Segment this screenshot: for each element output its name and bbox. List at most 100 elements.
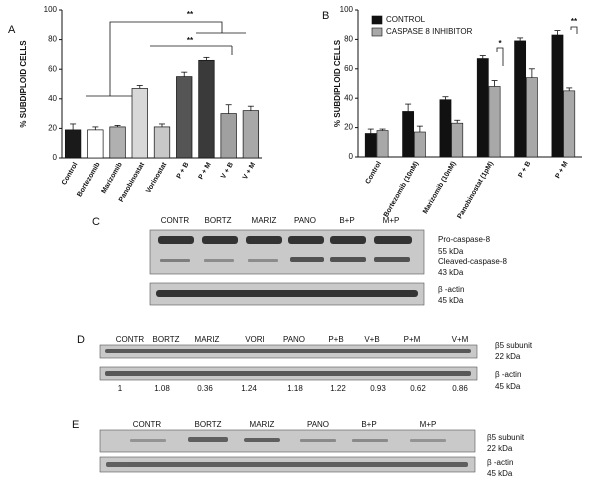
bar <box>64 129 82 159</box>
brackets <box>86 21 578 97</box>
lane-label: MARIZ <box>195 335 220 344</box>
x-tick-label: Panobinostat (1pM) <box>456 160 495 220</box>
bar <box>514 40 527 158</box>
lane-label: VORI <box>245 335 265 344</box>
lane-label: V+B <box>364 335 379 344</box>
ratio-label: 0.93 <box>370 384 386 393</box>
row-label: 45 kDa <box>495 382 521 391</box>
x-tick-label: P + B <box>517 160 532 179</box>
ratio-label: 0.62 <box>410 384 426 393</box>
lane-label: CONTR <box>161 216 190 225</box>
row-label: 43 kDa <box>438 268 464 277</box>
lane-label: MARIZ <box>250 420 275 429</box>
bar <box>488 86 501 158</box>
row-label: β -actin <box>495 370 521 379</box>
row-label: Cleaved-caspase-8 <box>438 257 507 266</box>
lane-label: PANO <box>283 335 305 344</box>
annotation: * <box>498 39 502 48</box>
lane-label: M+P <box>383 216 400 225</box>
row-label: 22 kDa <box>487 444 513 453</box>
y-tick-label: 20 <box>344 123 353 132</box>
annotation: ** <box>571 17 578 26</box>
x-tick-label: Vorinostat <box>145 161 168 195</box>
row-label: 22 kDa <box>495 352 521 361</box>
bracket <box>109 21 223 96</box>
panel-label: E <box>72 419 79 431</box>
bar <box>551 34 564 158</box>
x-tick-label: Marizomib (10nM) <box>422 160 458 215</box>
ratio-label: 1.24 <box>241 384 257 393</box>
x-tick-label: Bortezomib (10nM) <box>383 160 421 218</box>
panel-label: B <box>322 10 329 22</box>
x-tick-label: Control <box>61 161 80 186</box>
legend-label: CASPASE 8 INHIBITOR <box>386 27 473 36</box>
bracket <box>496 47 504 66</box>
ratio-label: 0.36 <box>197 384 213 393</box>
bar <box>131 88 148 159</box>
bar <box>198 59 215 159</box>
lane-label: B+P <box>361 420 376 429</box>
panel-label: C <box>92 216 100 228</box>
lane-label: PANO <box>294 216 316 225</box>
legend-swatch <box>371 27 383 37</box>
bar <box>451 122 464 158</box>
row-label: β5 subunit <box>495 341 533 350</box>
y-tick-label: 0 <box>53 153 58 162</box>
blot-d <box>99 344 478 381</box>
bar <box>220 113 237 159</box>
y-tick-label: 40 <box>344 93 353 102</box>
blot-e <box>99 429 476 473</box>
x-tick-label: P + B <box>176 161 191 180</box>
x-tick-label: V + M <box>242 161 257 181</box>
y-tick-label: 80 <box>344 35 353 44</box>
row-label: 45 kDa <box>438 296 464 305</box>
bar <box>242 110 260 159</box>
y-tick-label: 80 <box>48 35 57 44</box>
row-label: 45 kDa <box>487 469 513 478</box>
y-tick-label: 0 <box>349 152 354 161</box>
bar <box>153 126 171 159</box>
annotation: ** <box>187 36 194 45</box>
ratio-label: 0.86 <box>452 384 468 393</box>
row-label: β -actin <box>438 285 464 294</box>
y-tick-label: 20 <box>48 124 57 133</box>
ratio-label: 1.22 <box>330 384 346 393</box>
bar <box>413 131 426 158</box>
lane-label: BORTZ <box>153 335 180 344</box>
blot <box>99 429 476 453</box>
row-label: β -actin <box>487 458 513 467</box>
bar <box>402 111 415 158</box>
lane-label: CONTR <box>133 420 162 429</box>
x-tick-label: P + M <box>554 160 569 180</box>
bar <box>364 133 377 158</box>
annotation: ** <box>187 10 194 19</box>
blot-c <box>149 229 425 306</box>
y-tick-label: 40 <box>48 94 57 103</box>
row-label: Pro-caspase-8 <box>438 235 491 244</box>
bar <box>476 58 489 158</box>
lane-label: V+M <box>452 335 469 344</box>
x-tick-label: P + M <box>198 161 213 181</box>
panel-label: D <box>77 334 85 346</box>
x-tick-label: Marizomib <box>101 161 124 194</box>
y-tick-label: 60 <box>48 64 57 73</box>
row-label: β5 subunit <box>487 433 525 442</box>
bar <box>439 99 452 158</box>
bar <box>525 77 538 158</box>
lane-label: B+P <box>339 216 354 225</box>
x-tick-label: V + B <box>220 161 235 180</box>
bar <box>109 126 126 159</box>
lane-label: BORTZ <box>205 216 232 225</box>
bar <box>176 76 193 159</box>
ratio-label: 1.18 <box>287 384 303 393</box>
lane-label: BORTZ <box>195 420 222 429</box>
y-tick-label: 60 <box>344 64 353 73</box>
lane-label: M+P <box>420 420 437 429</box>
ratio-label: 1 <box>118 384 123 393</box>
bar <box>87 129 104 159</box>
bar <box>376 130 389 158</box>
y-tick-label: 100 <box>44 5 58 14</box>
legend-label: CONTROL <box>386 15 426 24</box>
x-tick-label: Control <box>364 160 383 185</box>
